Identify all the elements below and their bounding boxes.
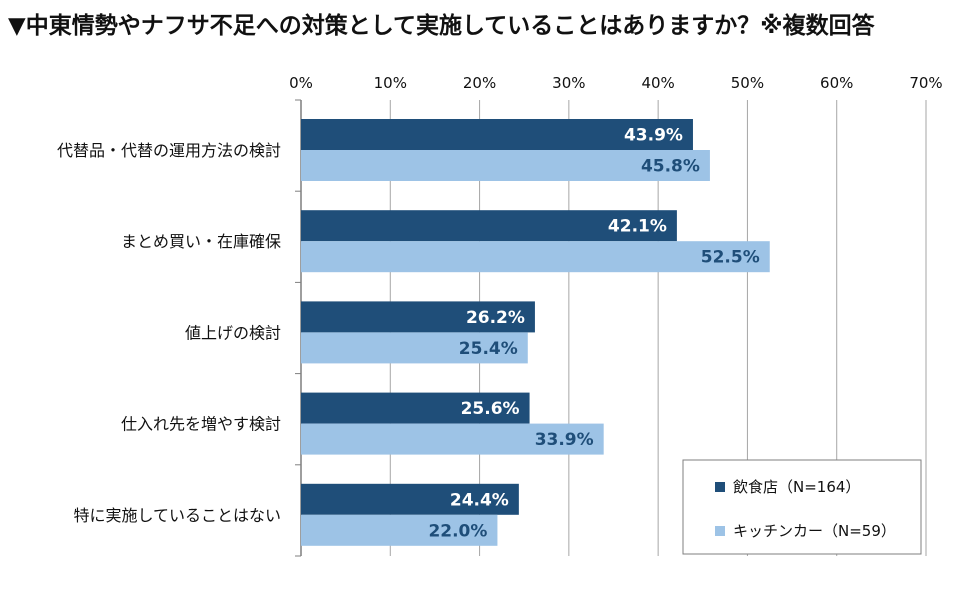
chart-title: ▼中東情勢やナフサ不足への対策として実施していることはありますか？※複数回答: [8, 13, 875, 39]
category-label: 特に実施していることはない: [73, 506, 281, 525]
bar: [301, 210, 677, 242]
x-tick-label: 50%: [731, 74, 764, 92]
bar: [301, 241, 770, 273]
data-label: 22.0%: [428, 521, 487, 541]
category-label: まとめ買い・在庫確保: [121, 232, 281, 251]
legend-label: 飲食店（N=164）: [733, 478, 860, 496]
bar: [301, 483, 519, 515]
x-tick-label: 40%: [641, 74, 674, 92]
bar: [301, 119, 693, 150]
category-label: 仕入れ先を増やす検討: [121, 415, 281, 434]
data-label: 42.1%: [608, 217, 667, 237]
x-tick-label: 30%: [552, 74, 585, 92]
bar: [301, 423, 604, 455]
bar: [301, 392, 530, 424]
data-label: 26.2%: [466, 308, 525, 328]
category-labels: 代替品・代替の運用方法の検討まとめ買い・在庫確保値上げの検討仕入れ先を増やす検討…: [57, 141, 281, 525]
category-label: 値上げの検討: [185, 323, 281, 342]
x-tick-label: 0%: [289, 74, 313, 92]
legend-label: キッチンカー（N=59）: [733, 522, 896, 540]
x-tick-label: 20%: [463, 74, 496, 92]
bar: [301, 514, 498, 546]
category-label: 代替品・代替の運用方法の検討: [57, 141, 281, 160]
x-tick-label: 60%: [820, 74, 853, 92]
data-label: 25.6%: [461, 399, 520, 419]
legend-box: [682, 459, 922, 555]
legend: 飲食店（N=164） キッチンカー（N=59）: [682, 459, 922, 555]
legend-swatch: [715, 482, 725, 492]
data-label: 24.4%: [450, 490, 509, 510]
x-tick-label: 70%: [909, 74, 942, 92]
x-axis-ticks: 0% 10% 20% 30% 40% 50% 60% 70%: [289, 74, 943, 92]
data-label: 25.4%: [459, 339, 518, 359]
bar: [301, 332, 528, 364]
data-label: 52.5%: [701, 248, 760, 268]
data-label: 43.9%: [624, 126, 683, 146]
data-label: 33.9%: [535, 430, 594, 450]
bar: [301, 301, 535, 333]
legend-swatch: [715, 526, 725, 536]
data-label: 45.8%: [641, 157, 700, 177]
bars: 43.9% 45.8% 42.1% 52.5% 26.2% 25.4% 25.6% 33.9%…: [301, 119, 770, 546]
x-tick-label: 10%: [374, 74, 407, 92]
bar: [301, 150, 710, 181]
